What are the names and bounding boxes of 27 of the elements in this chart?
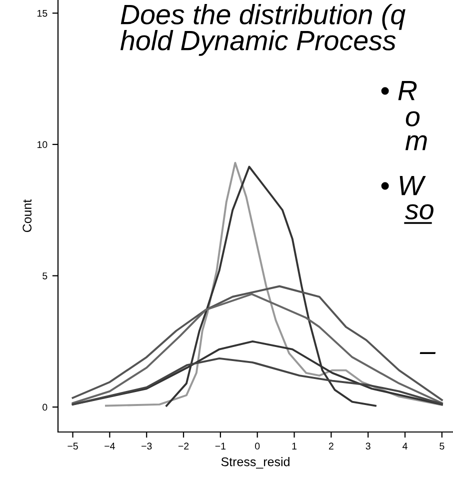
x-axis-title: Stress_resid: [221, 457, 290, 469]
x-tick-label: 1: [292, 442, 296, 450]
x-tick-label: −1: [215, 442, 226, 450]
y-tick-label: 15: [38, 10, 48, 17]
annotation: • R: [381, 81, 417, 100]
annotation: hold Dynamic Process: [120, 30, 396, 56]
x-tick-label: 0: [255, 442, 260, 450]
line-series: [105, 162, 443, 407]
y-tick-label: 0: [42, 404, 48, 411]
annotation: • W: [381, 176, 426, 196]
line-series: [72, 357, 443, 406]
y-tick-label: 10: [38, 141, 48, 148]
x-tick-label: −3: [142, 442, 152, 450]
annotation: m: [405, 135, 427, 150]
x-tick-label: −5: [68, 442, 78, 450]
x-tick-label: −4: [104, 442, 115, 450]
x-tick-label: 5: [440, 442, 444, 450]
y-axis-title: Count: [22, 199, 32, 232]
annotation: so: [405, 204, 434, 220]
x-tick-label: −2: [178, 442, 189, 450]
annotation: o: [406, 111, 420, 126]
x-tick-label: 3: [366, 442, 370, 450]
y-tick-label: 5: [42, 272, 48, 280]
annotation: Does the distribution (q: [120, 4, 406, 30]
x-tick-label: 2: [328, 442, 334, 450]
x-tick-label: 4: [402, 442, 408, 450]
annotation: –: [420, 352, 436, 354]
